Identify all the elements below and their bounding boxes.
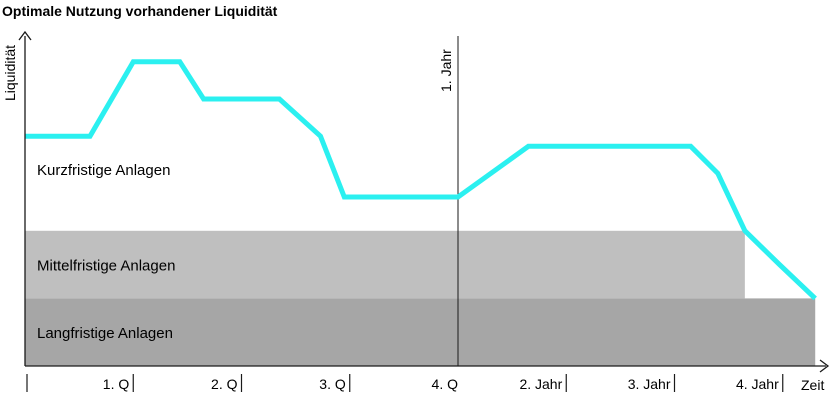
year-marker-label: 1. Jahr (438, 49, 454, 92)
band-label-2: Mittelfristige Anlagen (37, 258, 175, 275)
series-line-1 (25, 59, 817, 301)
x-tick-label: 2. Jahr (519, 376, 562, 392)
x-axis-arrow (819, 359, 830, 373)
chart-title: Optimale Nutzung vorhandener Liquidität (2, 3, 278, 19)
x-tick-label: 2. Q (211, 376, 238, 392)
x-tick-label: 1. Q (103, 376, 130, 392)
x-tick-label: 3. Jahr (628, 376, 671, 392)
band-label-3: Kurzfristige Anlagen (37, 162, 170, 179)
band-2 (25, 230, 745, 299)
y-axis-label: Liquidität (2, 45, 18, 101)
band-1 (25, 298, 816, 366)
band-label-1: Langfristige Anlagen (37, 325, 173, 342)
x-axis-label: Zeit (801, 377, 824, 393)
y-axis-arrow (18, 30, 32, 41)
x-tick-label: 4. Jahr (736, 376, 779, 392)
x-tick-label: 4. Q (432, 376, 459, 392)
x-tick-label: 3. Q (319, 376, 346, 392)
